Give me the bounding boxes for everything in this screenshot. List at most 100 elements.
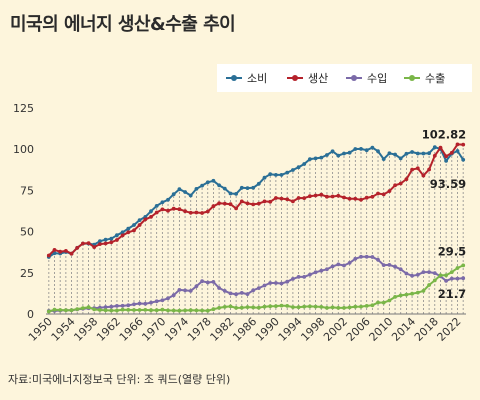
series-2-point [98,242,102,247]
series-3-point [274,281,278,285]
series-1-point [336,153,341,158]
series-2-point [444,154,448,159]
series-4-point [143,308,148,312]
series-2-point [376,191,380,196]
series-1-point [296,165,301,170]
series-4-point [58,308,63,312]
series-1-point [262,175,267,180]
series-4-point [325,306,329,310]
series-2-point [228,202,233,207]
series-4-point [103,308,108,313]
series-4-point [268,304,273,309]
series-3-point [285,279,290,284]
series-3-point [432,271,437,275]
series-3-point [364,254,369,259]
series-2-point [455,142,460,147]
series-2-point [410,167,414,172]
series-1-point [166,197,170,202]
series-3-point [222,289,227,293]
series-3-point [415,272,420,277]
x-tick-label: 1994 [276,315,305,344]
series-4-point [120,307,125,312]
series-4-point [296,305,301,310]
series-4-point [285,304,290,308]
series-2-point [126,230,131,235]
series-2-point [393,183,397,188]
series-1-point [325,153,329,157]
series-1-point [342,151,346,156]
series-4-point [166,308,170,313]
series-1-point [427,151,431,156]
x-tick-label: 2002 [321,315,350,344]
series-1-point [251,185,256,190]
series-2-point [285,197,290,202]
series-4-point [432,278,437,283]
legend-marker-4 [409,75,415,81]
series-1-point [455,149,460,153]
series-4-point [308,304,312,309]
x-tick-label: 2014 [389,315,418,344]
series-3-point [103,305,108,309]
value-annotation: 21.7 [438,287,466,301]
series-3-point [421,270,426,274]
series-4-point [188,308,193,313]
series-3-point [137,301,142,306]
series-2-point [103,241,108,246]
series-2-point [81,241,85,246]
series-3-point [410,273,414,278]
series-2-point [132,228,136,233]
series-1-point [347,150,352,155]
y-tick-label: 75 [20,184,34,197]
series-3-point [404,271,409,276]
value-annotation: 93.59 [430,177,466,191]
series-4-point [183,308,188,313]
value-annotation: 29.5 [438,244,466,258]
series-4-point [449,270,454,274]
series-2-point [330,194,335,199]
series-2-point [177,207,182,212]
series-3-point [302,275,307,279]
series-2-point [58,249,63,254]
series-3-point [330,264,335,269]
series-1-point [359,147,363,151]
series-1-point [279,173,284,177]
series-3-point [211,280,216,284]
series-2-point [387,189,392,194]
series-2-point [171,206,176,211]
y-tick-label: 125 [13,102,34,115]
series-3-point [342,263,346,268]
series-3-point [296,275,301,279]
series-1-point [217,183,222,188]
series-4-point [393,295,397,299]
series-4-point [398,293,403,298]
x-tick-label: 1998 [298,315,327,344]
series-3-point [217,286,222,290]
series-4-point [438,273,443,278]
series-4-point [291,305,295,309]
series-2-point [302,196,307,201]
x-tick-label: 1986 [230,315,259,344]
series-2-point [319,192,324,197]
series-4-point [455,266,460,270]
series-2-point [109,240,114,245]
series-3-point [449,276,454,281]
series-2-point [52,248,57,252]
series-2-point [251,202,256,207]
series-4-point [427,283,431,287]
x-tick-label: 1958 [71,315,100,344]
series-3-point [376,257,380,262]
series-4-point [46,309,51,314]
series-3-point [313,270,318,275]
series-2-point [296,196,301,200]
series-3-point [143,301,148,306]
series-2-point [245,201,250,206]
x-tick-label: 1962 [94,315,123,344]
x-tick-label: 2010 [367,315,396,344]
y-tick-label: 50 [20,226,34,239]
series-4-point [404,292,409,297]
series-1-point [404,151,409,156]
series-2-point [381,192,386,197]
series-4-point [211,307,216,312]
series-2-point [75,246,80,250]
series-3-point [154,299,159,304]
